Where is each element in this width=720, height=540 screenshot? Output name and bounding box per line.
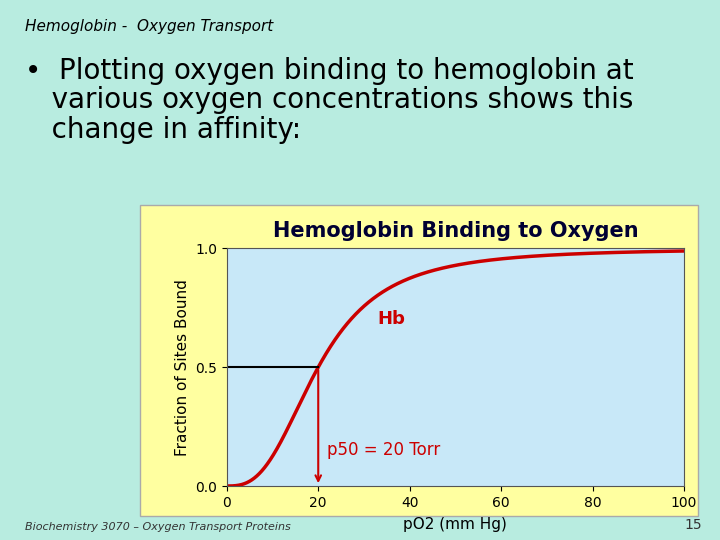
Text: Hb: Hb [378,310,405,328]
Text: change in affinity:: change in affinity: [25,116,302,144]
X-axis label: pO2 (mm Hg): pO2 (mm Hg) [403,517,508,532]
Text: various oxygen concentrations shows this: various oxygen concentrations shows this [25,86,634,114]
Text: Biochemistry 3070 – Oxygen Transport Proteins: Biochemistry 3070 – Oxygen Transport Pro… [25,522,291,532]
Text: Hemoglobin -  Oxygen Transport: Hemoglobin - Oxygen Transport [25,19,274,34]
Title: Hemoglobin Binding to Oxygen: Hemoglobin Binding to Oxygen [273,221,638,241]
Text: •  Plotting oxygen binding to hemoglobin at: • Plotting oxygen binding to hemoglobin … [25,57,634,85]
Text: 15: 15 [685,518,702,532]
Text: p50 = 20 Torr: p50 = 20 Torr [328,441,441,459]
Y-axis label: Fraction of Sites Bound: Fraction of Sites Bound [174,279,189,456]
